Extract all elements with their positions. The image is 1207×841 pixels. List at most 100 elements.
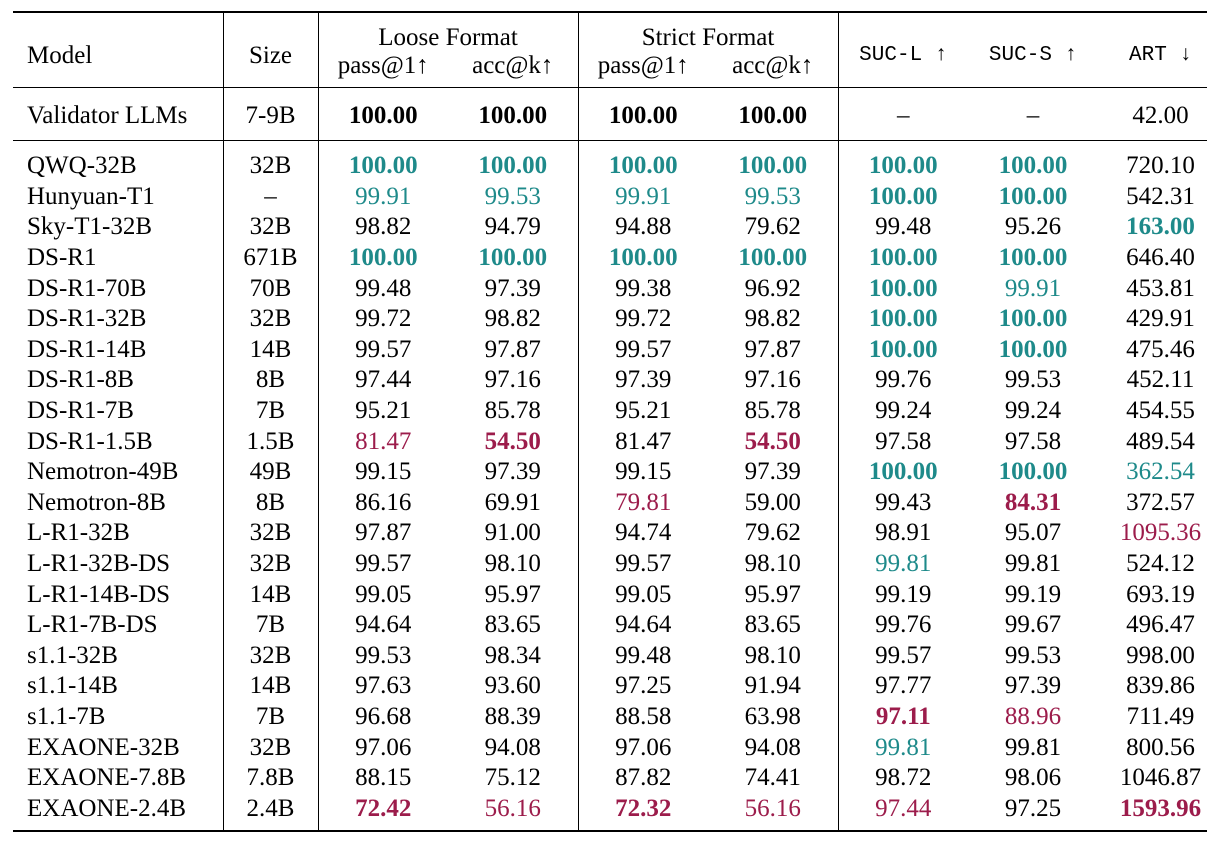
table-row: DS-R1-70B 70B 99.48 97.39 99.38 96.92 100.00 99…: [13, 273, 1207, 304]
cell-suc-l: 99.57: [875, 641, 932, 669]
table-row: L-R1-7B-DS 7B 94.64 83.65 94.64 83.65 99.76 99.…: [13, 609, 1207, 641]
cell-size: 32B: [223, 212, 319, 243]
cell-art: 1593.96: [1119, 794, 1202, 822]
cell-suc-s: 100.00: [998, 152, 1068, 180]
cell-loose-pass: 97.87: [355, 519, 412, 547]
cell-strict-pass: 99.72: [615, 305, 672, 333]
cell-suc-s: 100.00: [998, 335, 1068, 363]
cell-art: 711.49: [1126, 702, 1195, 730]
cell-suc-s: 100.00: [998, 182, 1068, 210]
cell-art: 998.00: [1126, 641, 1195, 669]
cell-size: 49B: [223, 456, 319, 488]
cell-suc-s: 98.06: [1004, 764, 1062, 792]
cell-strict-pass: 99.57: [615, 335, 672, 363]
cell-art: 524.12: [1126, 550, 1195, 578]
cell-suc-l: 99.43: [875, 488, 932, 516]
cell-strict-pass: 94.64: [615, 611, 672, 639]
cell-loose-pass: 99.72: [355, 305, 412, 333]
cell-model: EXAONE-32B: [13, 732, 224, 763]
cell-suc-s: 100.00: [998, 305, 1068, 333]
cell-model: DS-R1-14B: [13, 334, 224, 366]
cell-suc-l: 97.58: [875, 427, 932, 455]
validator-loose-acc: 100.00: [448, 87, 579, 141]
cell-size: 14B: [223, 671, 319, 702]
cell-loose-acc: 97.87: [448, 334, 579, 366]
cell-strict-pass: 97.06: [615, 733, 672, 761]
cell-model: L-R1-14B-DS: [13, 579, 224, 610]
cell-model: Hunyuan-T1: [13, 181, 224, 213]
validator-loose-pass: 100.00: [348, 102, 418, 129]
header-loose-pass: pass@1↑: [337, 52, 429, 79]
cell-suc-l: 99.81: [875, 733, 932, 761]
table-row: DS-R1-8B 8B 97.44 97.16 97.39 97.16 99.76 99.53…: [13, 365, 1207, 396]
cell-suc-l: 100.00: [868, 305, 938, 333]
cell-loose-acc: 75.12: [448, 762, 579, 794]
cell-art: 1046.87: [1119, 764, 1202, 792]
validator-model: Validator LLMs: [13, 87, 224, 141]
cell-suc-s: 99.19: [1004, 580, 1062, 608]
cell-suc-l: 97.44: [875, 794, 932, 822]
table-row: DS-R1-32B 32B 99.72 98.82 99.72 98.82 100.00 10…: [13, 303, 1207, 335]
header-model: Model: [13, 12, 224, 88]
cell-size: 14B: [223, 334, 319, 366]
cell-model: s1.1-7B: [13, 701, 224, 733]
cell-strict-acc: 79.62: [708, 212, 839, 243]
cell-loose-pass: 81.47: [355, 427, 412, 455]
cell-suc-s: 97.39: [1004, 672, 1062, 700]
cell-loose-acc: 98.34: [448, 640, 579, 672]
cell-art: 720.10: [1126, 152, 1195, 180]
cell-art: 452.11: [1126, 366, 1195, 394]
cell-loose-acc: 94.79: [448, 212, 579, 243]
table-row: QWQ-32B 32B 100.00 100.00 100.00 100.00 100.00…: [13, 140, 1207, 182]
header-strict-format: Strict Format: [578, 12, 839, 51]
cell-strict-pass: 99.05: [615, 580, 672, 608]
cell-loose-acc: 54.50: [448, 426, 579, 457]
cell-loose-acc: 98.82: [448, 303, 579, 335]
cell-art: 163.00: [1126, 213, 1195, 241]
validator-strict-acc: 100.00: [708, 87, 839, 141]
cell-size: 8B: [223, 365, 319, 396]
table-row: Hunyuan-T1– 99.91 99.53 99.91 99.53 100.00 100…: [13, 181, 1207, 213]
cell-loose-pass: 99.91: [355, 182, 412, 210]
cell-suc-l: 97.11: [875, 702, 931, 730]
table-row: L-R1-32B-DS 32B 99.57 98.10 99.57 98.10 99.81 9…: [13, 548, 1207, 580]
cell-strict-pass: 81.47: [615, 427, 672, 455]
header-strict-pass: pass@1↑: [597, 52, 689, 79]
cell-size: 7B: [223, 609, 319, 641]
cell-suc-s: 100.00: [998, 244, 1068, 272]
cell-suc-l: 99.76: [875, 366, 932, 394]
table-row: Nemotron-49B 49B 99.15 97.39 99.15 97.39 100.0…: [13, 456, 1207, 488]
table-row: EXAONE-32B 32B 97.06 94.08 97.06 94.08 99.81 99…: [13, 732, 1207, 763]
cell-suc-l: 100.00: [868, 458, 938, 486]
table-row: s1.1-14B 14B 97.63 93.60 97.25 91.94 97.77 97.3…: [13, 671, 1207, 702]
cell-model: L-R1-32B: [13, 518, 224, 549]
cell-suc-l: 99.76: [875, 611, 932, 639]
header-size: Size: [223, 12, 319, 88]
cell-size: 14B: [223, 579, 319, 610]
cell-strict-pass: 99.57: [615, 550, 672, 578]
validator-suc-s: –: [1026, 102, 1040, 129]
validator-row: Validator LLMs 7-9B 100.00 100.00 100.00…: [13, 87, 1207, 141]
cell-strict-acc: 98.10: [708, 548, 839, 580]
cell-loose-acc: 100.00: [448, 140, 579, 182]
cell-art: 372.57: [1126, 488, 1195, 516]
cell-model: QWQ-32B: [13, 140, 224, 182]
table-row: s1.1-32B 32B 99.53 98.34 99.48 98.10 99.57 99.5…: [13, 640, 1207, 672]
cell-suc-s: 99.81: [1004, 550, 1062, 578]
cell-size: 2.4B: [223, 793, 319, 832]
cell-loose-acc: 97.39: [448, 456, 579, 488]
table-row: L-R1-32B 32B 97.87 91.00 94.74 79.62 98.91 95.0…: [13, 518, 1207, 549]
table-row: DS-R1-1.5B 1.5B 81.47 54.50 81.47 54.50 97.58 9…: [13, 426, 1207, 457]
cell-strict-pass: 94.88: [615, 213, 672, 241]
cell-size: 32B: [223, 732, 319, 763]
cell-strict-pass: 95.21: [615, 397, 672, 425]
validator-art: 42.00: [1132, 102, 1189, 129]
cell-size: 32B: [223, 640, 319, 672]
cell-suc-l: 99.19: [875, 580, 932, 608]
cell-model: Sky-T1-32B: [13, 212, 224, 243]
cell-model: DS-R1-70B: [13, 273, 224, 304]
cell-suc-l: 99.48: [875, 213, 932, 241]
cell-loose-pass: 97.06: [355, 733, 412, 761]
cell-art: 454.55: [1126, 397, 1195, 425]
header-suc-l: SUC-L ↑: [859, 44, 948, 67]
